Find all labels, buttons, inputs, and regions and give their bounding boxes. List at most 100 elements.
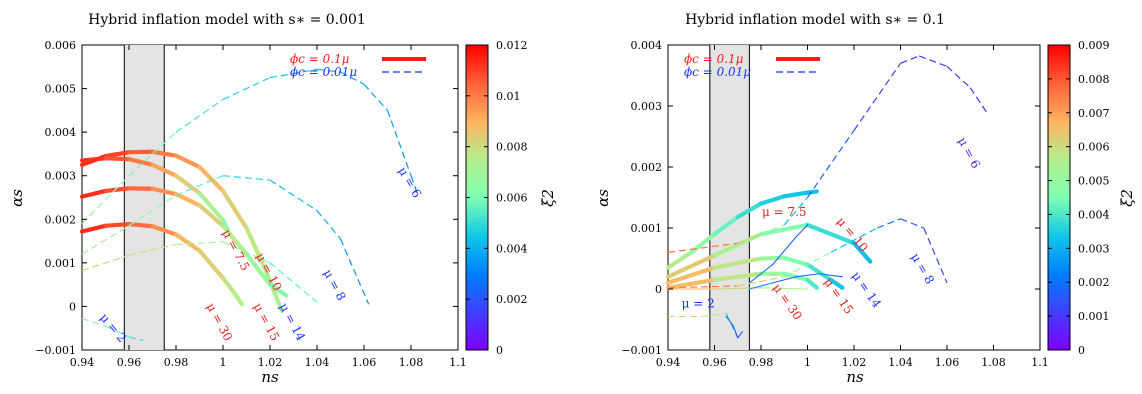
colorbar-tick-label: 0.002 <box>496 293 528 306</box>
curve-label: μ = 30 <box>770 281 805 322</box>
curve-segment <box>795 273 820 278</box>
curve-segment <box>782 190 810 199</box>
curve-segment <box>702 312 727 318</box>
curve-segment <box>772 276 797 284</box>
colorbar-tick-label: 0.005 <box>1078 175 1110 188</box>
legend-label: ϕc = 0.01μ <box>290 65 357 79</box>
series-curve <box>79 221 244 307</box>
colorbar-tick-label: 0 <box>1078 344 1085 357</box>
x-tick-label: 1 <box>220 356 227 369</box>
x-tick-label: 1.1 <box>449 356 467 369</box>
x-axis-label: ns <box>846 368 864 386</box>
series-curve <box>81 68 419 225</box>
x-tick-label: 0.96 <box>702 356 727 369</box>
curve-segment <box>175 98 224 133</box>
curve-segment <box>175 241 224 246</box>
curve-segment <box>807 130 855 198</box>
curve-segment <box>128 243 177 256</box>
x-tick-label: 0.94 <box>70 356 95 369</box>
colorbar-tick-label: 0.006 <box>1078 141 1110 154</box>
curve-segment <box>173 153 202 170</box>
curve-segment <box>737 233 762 244</box>
curve-segment <box>79 188 108 199</box>
curve-segment <box>79 223 108 234</box>
x-tick-label: 1.06 <box>935 356 960 369</box>
series-curve <box>748 224 809 284</box>
curve-segment <box>783 197 808 226</box>
colorbar-tick-label: 0.001 <box>1078 310 1110 323</box>
y-tick-label: −0.001 <box>621 344 662 357</box>
curve-segment <box>220 188 249 231</box>
x-tick-label: 1.02 <box>258 356 283 369</box>
colorbar-tick-label: 0.002 <box>1078 276 1110 289</box>
series-curve <box>79 186 289 298</box>
curve-label: μ = 15 <box>821 275 856 316</box>
curve-segment <box>173 173 202 196</box>
curve-segment <box>828 277 845 290</box>
curve-label: μ = 30 <box>204 301 235 344</box>
y-tick-label: −0.001 <box>35 344 76 357</box>
y-tick-label: 0.003 <box>45 170 77 183</box>
curve-segment <box>232 291 244 307</box>
curve-segment <box>81 175 130 225</box>
curve-segment <box>197 203 226 228</box>
curve-segment <box>197 164 226 194</box>
curve-segment <box>269 68 318 79</box>
curve-segment <box>735 201 764 220</box>
y-tick-label: 0.001 <box>631 222 663 235</box>
colorbar-tick-label: 0.004 <box>1078 208 1110 221</box>
x-tick-label: 1.04 <box>888 356 913 369</box>
curve-label: μ = 6 <box>955 135 983 171</box>
curve-segment <box>918 55 948 67</box>
curve-label: μ = 7.5 <box>762 205 807 219</box>
x-tick-label: 1.08 <box>399 356 424 369</box>
curve-segment <box>748 282 774 290</box>
curve-segment <box>712 271 764 282</box>
curve-segment <box>737 331 743 339</box>
curve-segment <box>105 325 130 338</box>
curve-label: μ = 8 <box>321 267 349 303</box>
curve-segment <box>197 248 226 281</box>
colorbar-tick-label: 0.012 <box>496 39 528 52</box>
chart-title: Hybrid inflation model with s∗ = 0.1 <box>685 12 945 28</box>
curve-segment <box>665 277 717 290</box>
curve-segment <box>665 265 717 285</box>
colorbar-tick-label: 0.009 <box>1078 39 1110 52</box>
curve-segment <box>665 250 694 270</box>
curve-segment <box>760 287 809 290</box>
y-tick-label: 0.002 <box>45 213 77 226</box>
curve-segment <box>128 194 177 227</box>
series-curve <box>748 273 843 290</box>
curve-segment <box>667 242 738 253</box>
curve-segment <box>340 71 365 85</box>
curve-segment <box>150 224 179 237</box>
curve-segment <box>732 325 739 339</box>
y-tick-label: 0.002 <box>631 161 663 174</box>
curve-segment <box>805 262 833 282</box>
curve-segment <box>946 65 971 89</box>
colorbar-label: ξ2 <box>539 189 557 207</box>
curve-segment <box>220 276 237 296</box>
y-tick-label: 0 <box>655 283 662 296</box>
curve-label: μ = 8 <box>908 251 937 287</box>
chart-right: Hybrid inflation model with s∗ = 0.1 0.9… <box>594 12 1136 386</box>
chart-left: Hybrid inflation model with s∗ = 0.001 0… <box>8 12 557 386</box>
legend-label: ϕc = 0.1μ <box>290 52 350 66</box>
curve-segment <box>969 87 988 113</box>
y-tick-label: 0.004 <box>45 126 77 139</box>
colorbar-tick-label: 0 <box>496 344 503 357</box>
curve-segment <box>805 277 819 290</box>
x-tick-label: 1.02 <box>842 356 867 369</box>
curve-segment <box>923 227 948 284</box>
colorbar-tick-label: 0.01 <box>496 90 521 103</box>
series-curve <box>79 156 233 237</box>
legend-label: ϕc = 0.01μ <box>684 65 751 79</box>
curve-segment <box>805 222 857 246</box>
series-curve <box>79 149 284 313</box>
colorbar-tick-label: 0.008 <box>496 141 528 154</box>
x-tick-label: 1.1 <box>1031 356 1049 369</box>
y-axis-label: αs <box>8 189 26 207</box>
